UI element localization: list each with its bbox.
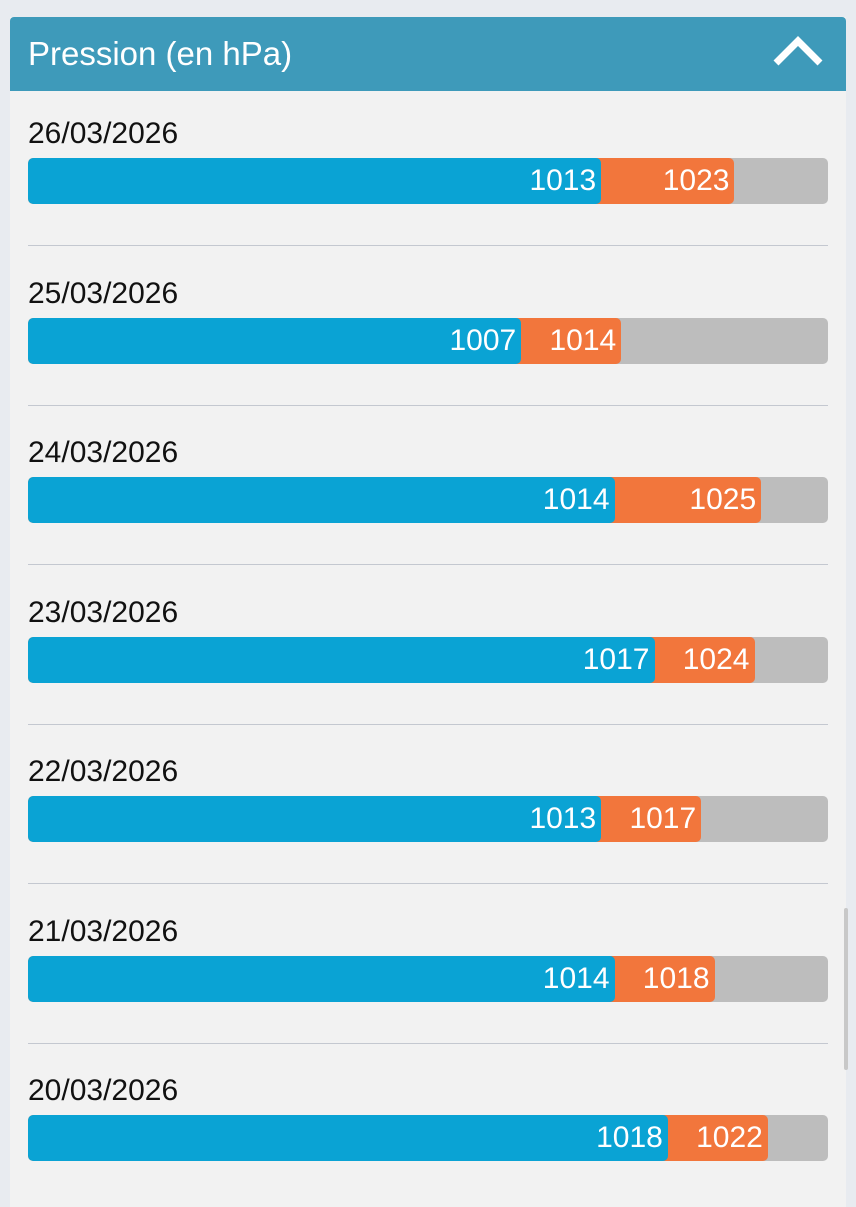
divider <box>28 1042 828 1044</box>
pressure-panel: Pression (en hPa) 26/03/2026 1013 1023 2… <box>10 17 846 1207</box>
pressure-bar: 1017 1024 <box>28 636 828 683</box>
divider <box>28 404 828 406</box>
row-date: 21/03/2026 <box>28 914 179 948</box>
pressure-bar: 1007 1014 <box>28 317 828 364</box>
pressure-bar: 1018 1022 <box>28 1115 828 1161</box>
pressure-bar: 1014 1025 <box>28 477 828 523</box>
divider <box>28 245 828 246</box>
row-date: 23/03/2026 <box>28 595 179 629</box>
pressure-row: 20/03/2026 1018 1022 <box>28 1071 828 1161</box>
min-pressure-bar: 1018 <box>28 1115 668 1161</box>
row-date: 26/03/2026 <box>28 117 179 150</box>
chevron-up-icon[interactable] <box>772 31 824 71</box>
row-date: 25/03/2026 <box>28 276 179 310</box>
divider <box>28 883 828 884</box>
pressure-row: 26/03/2026 1013 1023 <box>28 114 828 246</box>
panel-header[interactable]: Pression (en hPa) <box>10 17 846 91</box>
pressure-bar: 1013 1017 <box>28 796 828 842</box>
pressure-row: 24/03/2026 1014 1025 <box>28 433 828 565</box>
min-pressure-bar: 1007 <box>28 317 522 364</box>
pressure-row: 23/03/2026 1017 1024 <box>28 593 828 725</box>
min-pressure-bar: 1013 <box>28 796 602 842</box>
scrollbar[interactable] <box>844 908 848 1070</box>
row-date: 24/03/2026 <box>28 436 179 469</box>
pressure-bar: 1014 1018 <box>28 955 828 1002</box>
min-pressure-bar: 1017 <box>28 636 655 683</box>
min-pressure-bar: 1013 <box>28 158 602 204</box>
row-date: 22/03/2026 <box>28 755 179 788</box>
min-pressure-bar: 1014 <box>28 955 615 1002</box>
pressure-row: 22/03/2026 1013 1017 <box>28 752 828 884</box>
pressure-row: 25/03/2026 1007 1014 <box>28 274 828 406</box>
pressure-bar: 1013 1023 <box>28 158 828 204</box>
divider <box>28 723 828 725</box>
divider <box>28 564 828 565</box>
pressure-row: 21/03/2026 1014 1018 <box>28 912 828 1044</box>
row-date: 20/03/2026 <box>28 1074 179 1107</box>
panel-title: Pression (en hPa) <box>28 35 293 72</box>
min-pressure-bar: 1014 <box>28 477 615 523</box>
